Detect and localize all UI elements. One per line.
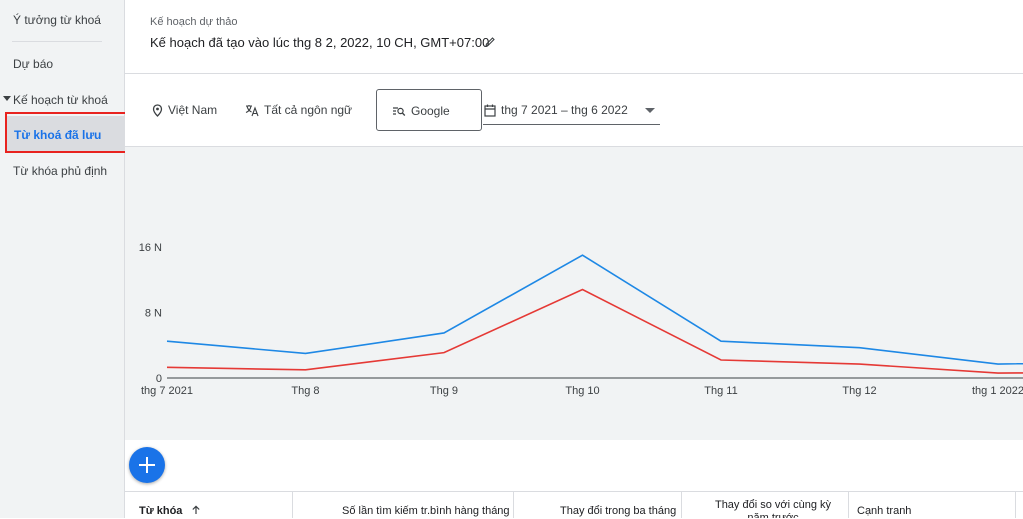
- caret-down-icon[interactable]: [3, 96, 11, 101]
- date-range-label: thg 7 2021 – thg 6 2022: [501, 103, 628, 117]
- y-tick-label: 0: [156, 373, 162, 385]
- y-tick-label: 16 N: [139, 242, 162, 254]
- x-tick-label: Thg 9: [430, 385, 458, 397]
- sidebar-item-negative-keywords[interactable]: Từ khóa phủ định: [13, 164, 108, 178]
- sidebar-item-forecast[interactable]: Dự báo: [13, 57, 54, 71]
- pencil-icon[interactable]: [484, 36, 496, 48]
- column-separator: [681, 491, 682, 518]
- column-header-three-month-change[interactable]: Thay đổi trong ba tháng: [560, 505, 677, 517]
- column-header-keyword-label: Từ khóa: [139, 505, 183, 517]
- network-filter[interactable]: [376, 89, 482, 131]
- plan-title[interactable]: Kế hoạch đã tạo vào lúc thg 8 2, 2022, 1…: [150, 35, 490, 50]
- network-filter-content: Google: [392, 104, 450, 118]
- column-separator: [1015, 491, 1016, 518]
- language-filter[interactable]: Tất cả ngôn ngữ: [245, 103, 352, 117]
- column-separator: [848, 491, 849, 518]
- series-line-1: [166, 254, 1023, 365]
- x-tick-label: thg 1 2022: [972, 385, 1023, 397]
- table-header: [125, 491, 1023, 519]
- date-range-underline: [483, 124, 660, 125]
- sidebar-item-saved-keywords-label: Từ khoá đã lưu: [14, 128, 102, 142]
- column-separator: [513, 491, 514, 518]
- network-label: Google: [411, 104, 450, 118]
- chevron-down-icon[interactable]: [645, 108, 655, 113]
- x-tick-label: thg 7 2021: [141, 385, 193, 397]
- column-separator: [292, 491, 293, 518]
- filter-bar: [125, 74, 1023, 147]
- x-tick-label: Thg 8: [291, 385, 319, 397]
- language-label: Tất cả ngôn ngữ: [264, 103, 353, 117]
- column-header-competition[interactable]: Cạnh tranh: [857, 505, 912, 517]
- location-filter[interactable]: Việt Nam: [152, 103, 217, 117]
- x-tick-label: Thg 12: [842, 385, 876, 397]
- translate-icon: [245, 104, 259, 116]
- location-label: Việt Nam: [168, 103, 218, 117]
- series-line-2: [166, 288, 1023, 374]
- column-header-yoy-change[interactable]: Thay đổi so với cùng kỳ năm trước: [714, 499, 832, 518]
- search-network-icon: [393, 106, 406, 116]
- sidebar-item-keyword-ideas[interactable]: Ý tưởng từ khoá: [13, 13, 101, 27]
- location-pin-icon: [152, 103, 163, 117]
- sidebar-item-keyword-plan[interactable]: Kế hoạch từ khoá: [13, 93, 108, 107]
- annotation-highlight: [5, 112, 133, 153]
- add-keyword-button[interactable]: [129, 447, 165, 483]
- sidebar-divider: [12, 41, 102, 42]
- sidebar-item-saved-keywords[interactable]: [6, 116, 126, 152]
- x-tick-label: Thg 11: [704, 385, 737, 397]
- sidebar: [0, 0, 125, 518]
- calendar-icon: [484, 104, 496, 117]
- search-volume-chart: 0 8 N 16 N thg 7 2021 Thg 8 Thg 9 Thg 10 Thg 1…: [139, 242, 1023, 397]
- date-range-filter[interactable]: thg 7 2021 – thg 6 2022: [484, 103, 628, 117]
- y-tick-label: 8 N: [145, 308, 162, 320]
- plan-status: Kế hoạch dự thảo: [150, 16, 238, 28]
- column-header-keyword[interactable]: Từ khóa: [139, 505, 201, 517]
- plan-header: [125, 0, 1023, 74]
- plus-icon-vertical: [146, 457, 148, 473]
- column-header-avg-monthly-searches[interactable]: Số lần tìm kiếm tr.bình hàng tháng: [342, 505, 510, 517]
- arrow-up-icon[interactable]: [191, 505, 201, 515]
- x-tick-label: Thg 10: [565, 385, 599, 397]
